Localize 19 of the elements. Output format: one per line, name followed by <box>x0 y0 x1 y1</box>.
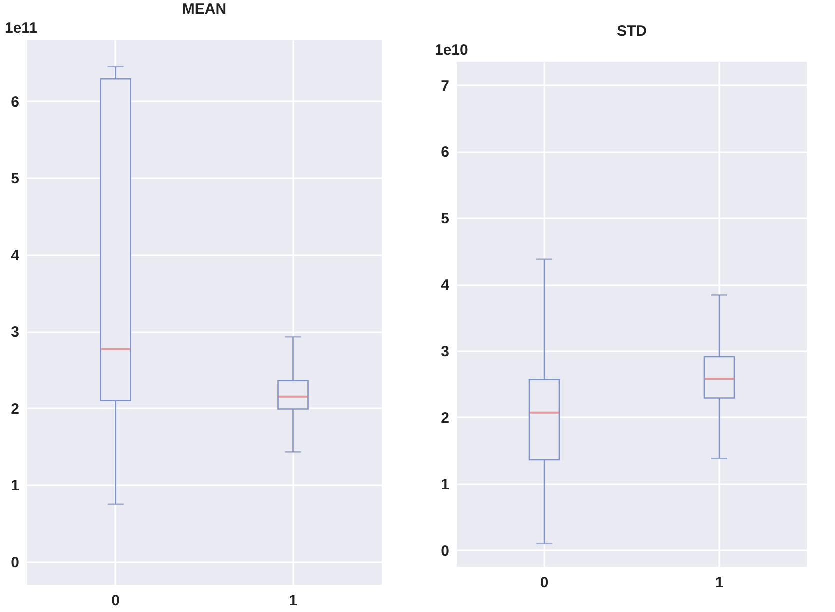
chart-title: STD <box>617 23 648 40</box>
y-tick-label: 6 <box>441 144 450 162</box>
text: 1e11 <box>5 20 38 37</box>
y-tick-label: 1 <box>441 476 450 494</box>
y-tick-label: 5 <box>11 170 20 188</box>
text: 1e10 <box>435 42 468 59</box>
y-tick-label: 1 <box>11 478 20 495</box>
y-tick-label: 2 <box>441 410 450 427</box>
y-tick-label: 0 <box>441 542 450 560</box>
y-tick-label: 5 <box>441 210 450 228</box>
y-tick-label: 7 <box>441 78 450 95</box>
y-tick-label: 0 <box>11 554 20 572</box>
y-tick-label: 6 <box>11 94 20 111</box>
chart-title: MEAN <box>182 1 227 18</box>
y-tick-label: 4 <box>11 247 20 264</box>
y-tick-label: 2 <box>11 400 20 418</box>
y-tick-label: 4 <box>441 277 450 294</box>
y-tick-label: 3 <box>441 344 450 361</box>
y-tick-label: 3 <box>11 324 20 342</box>
